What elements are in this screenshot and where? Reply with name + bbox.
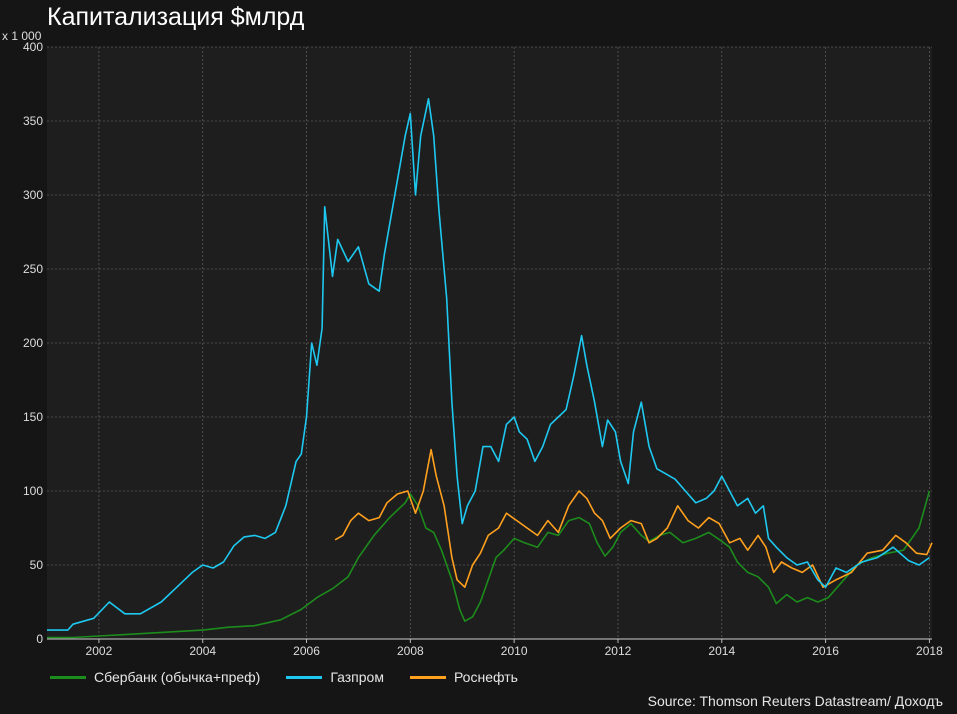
y-tick-label: 350 bbox=[23, 114, 43, 128]
legend-item: Роснефть bbox=[409, 669, 518, 685]
series-line-1 bbox=[47, 98, 930, 631]
legend-label: Роснефть bbox=[453, 669, 518, 685]
x-tick-label: 2018 bbox=[916, 644, 943, 658]
y-axis-multiplier: x 1 000 bbox=[2, 29, 42, 43]
x-tick-label: 2002 bbox=[86, 644, 113, 658]
x-tick-label: 2012 bbox=[605, 644, 632, 658]
x-tick-label: 2014 bbox=[708, 644, 735, 658]
legend: Сбербанк (обычка+преф) Газпром Роснефть bbox=[50, 669, 544, 685]
y-tick-label: 150 bbox=[23, 410, 43, 424]
y-tick-label: 200 bbox=[23, 336, 43, 350]
x-tick-label: 2016 bbox=[812, 644, 839, 658]
y-tick-label: 50 bbox=[30, 558, 44, 572]
legend-label: Газпром bbox=[330, 669, 384, 685]
legend-swatch bbox=[50, 675, 86, 679]
legend-swatch bbox=[409, 675, 446, 679]
y-tick-label: 300 bbox=[23, 188, 43, 202]
y-tick-label: 250 bbox=[23, 262, 43, 276]
legend-item: Сбербанк (обычка+преф) bbox=[50, 669, 260, 685]
legend-item: Газпром bbox=[286, 669, 384, 685]
legend-swatch bbox=[286, 675, 323, 679]
x-tick-label: 2008 bbox=[397, 644, 424, 658]
gridlines bbox=[47, 46, 932, 639]
y-tick-label: 0 bbox=[36, 632, 43, 646]
source-note: Source: Thomson Reuters Datastream/ Дохо… bbox=[647, 693, 943, 709]
series-layer bbox=[47, 98, 933, 639]
y-tick-label: 400 bbox=[23, 40, 43, 54]
legend-label: Сбербанк (обычка+преф) bbox=[94, 669, 261, 685]
x-tick-label: 2004 bbox=[189, 644, 216, 658]
series-line-2 bbox=[334, 448, 933, 588]
axes: 0 50 100 150 200 250 300 350 400 2002 2004 2006 2008… bbox=[23, 40, 943, 658]
x-tick-label: 2010 bbox=[501, 644, 528, 658]
x-tick-label: 2006 bbox=[293, 644, 320, 658]
chart-title: Капитализация $млрд bbox=[47, 3, 305, 31]
series-line-0 bbox=[47, 490, 931, 639]
y-tick-label: 100 bbox=[23, 484, 43, 498]
